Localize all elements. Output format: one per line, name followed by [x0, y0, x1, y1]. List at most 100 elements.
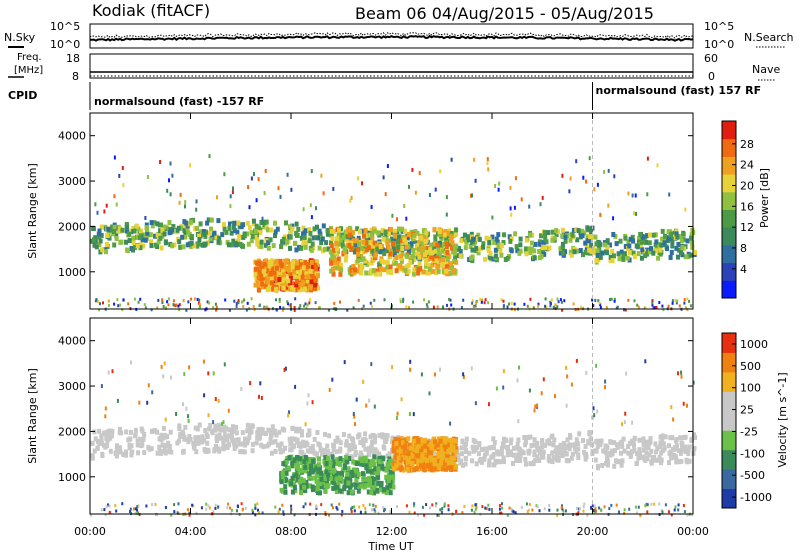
- ground-scatter-cell: [448, 298, 451, 301]
- heatmap-cell: [440, 262, 445, 268]
- heatmap-cell: [239, 224, 244, 230]
- heatmap-cell: [404, 463, 409, 469]
- scatter-cell: [221, 421, 223, 426]
- heatmap-cell: [400, 265, 405, 271]
- heatmap-cell: [141, 243, 146, 249]
- heatmap-cell: [221, 437, 226, 443]
- heatmap-cell: [228, 221, 232, 227]
- scatter-cell: [328, 387, 331, 392]
- y-tick-label: 3000: [58, 380, 86, 393]
- heatmap-cell: [658, 440, 663, 446]
- heatmap-cell: [627, 243, 632, 249]
- ground-scatter-cell: [598, 301, 601, 305]
- heatmap-cell: [307, 474, 312, 480]
- heatmap-cell: [675, 234, 680, 240]
- scatter-cell: [487, 167, 490, 172]
- ground-scatter-cell: [290, 508, 293, 512]
- ground-scatter-cell: [402, 297, 405, 301]
- heatmap-cell: [658, 434, 663, 440]
- ground-scatter-cell: [137, 300, 140, 304]
- heatmap-cell: [429, 453, 433, 458]
- scatter-cell: [384, 192, 387, 197]
- scatter-cell: [445, 195, 448, 200]
- ground-scatter-cell: [336, 507, 339, 511]
- heatmap-cell: [692, 432, 696, 438]
- heatmap-cell: [615, 444, 620, 450]
- heatmap-cell: [670, 446, 675, 452]
- heatmap-cell: [241, 243, 245, 249]
- ground-scatter-cell: [278, 300, 281, 304]
- heatmap-cell: [347, 232, 352, 238]
- cpid-label: CPID: [8, 89, 37, 102]
- heatmap-cell: [316, 441, 321, 447]
- heatmap-cell: [453, 464, 458, 470]
- heatmap-cell: [299, 245, 304, 251]
- ground-scatter-cell: [377, 511, 380, 515]
- heatmap-cell: [270, 450, 274, 456]
- ground-scatter-cell: [591, 504, 594, 508]
- heatmap-cell: [587, 226, 592, 232]
- heatmap-cell: [350, 455, 355, 461]
- heatmap-cell: [231, 238, 236, 244]
- heatmap-cell: [268, 436, 273, 442]
- heatmap-cell: [668, 435, 673, 441]
- heatmap-cell: [543, 233, 548, 239]
- heatmap-cell: [222, 424, 227, 430]
- scatter-cell: [368, 398, 371, 403]
- ground-scatter-cell: [144, 306, 147, 310]
- scatter-cell: [306, 401, 309, 406]
- heatmap-cell: [603, 242, 608, 248]
- cpid-segment-2: normalsound (fast) 157 RF: [596, 84, 762, 97]
- ground-scatter-cell: [668, 510, 670, 514]
- heatmap-cell: [312, 450, 317, 456]
- heatmap-cell: [393, 437, 398, 442]
- scatter-cell: [409, 367, 412, 372]
- heatmap-cell: [104, 242, 109, 247]
- heatmap-cell: [435, 264, 440, 270]
- ground-scatter-cell: [514, 511, 517, 515]
- heatmap-cell: [346, 466, 351, 472]
- heatmap-cell: [460, 451, 464, 457]
- heatmap-cell: [204, 449, 209, 454]
- heatmap-cell: [532, 255, 537, 261]
- heatmap-cell: [137, 442, 142, 448]
- heatmap-cell: [236, 233, 241, 239]
- heatmap-cell: [347, 242, 352, 248]
- heatmap-cell: [517, 250, 522, 256]
- heatmap-cell: [620, 443, 625, 449]
- heatmap-cell: [231, 224, 236, 230]
- heatmap-cell: [331, 447, 336, 452]
- scatter-cell: [633, 211, 635, 216]
- heatmap-cell: [318, 474, 323, 479]
- ground-scatter-cell: [561, 504, 563, 508]
- heatmap-cell: [341, 467, 346, 473]
- heatmap-cell: [588, 436, 593, 442]
- heatmap-cell: [259, 243, 264, 249]
- heatmap-cell: [454, 259, 459, 265]
- heatmap-cell: [308, 483, 313, 489]
- scatter-cell: [160, 364, 163, 369]
- scatter-cell: [279, 194, 282, 199]
- heatmap-cell: [240, 449, 245, 454]
- colorbar-swatch: [722, 262, 736, 281]
- heatmap-cell: [336, 232, 341, 238]
- heatmap-cell: [371, 449, 376, 455]
- heatmap-cell: [301, 478, 306, 484]
- heatmap-cell: [655, 445, 660, 451]
- heatmap-cell: [524, 237, 529, 243]
- heatmap-cell: [91, 226, 96, 232]
- ground-scatter-cell: [603, 505, 606, 509]
- scatter-cell: [116, 398, 119, 403]
- heatmap-cell: [470, 444, 475, 450]
- heatmap-cell: [351, 230, 355, 236]
- heatmap-cell: [200, 434, 205, 440]
- heatmap-cell: [528, 434, 533, 440]
- heatmap-cell: [622, 448, 627, 454]
- heatmap-cell: [281, 461, 286, 467]
- heatmap-cell: [334, 449, 339, 455]
- ground-scatter-cell: [599, 303, 602, 307]
- heatmap-cell: [210, 428, 215, 434]
- ground-scatter-cell: [282, 306, 285, 310]
- heatmap-cell: [363, 431, 368, 437]
